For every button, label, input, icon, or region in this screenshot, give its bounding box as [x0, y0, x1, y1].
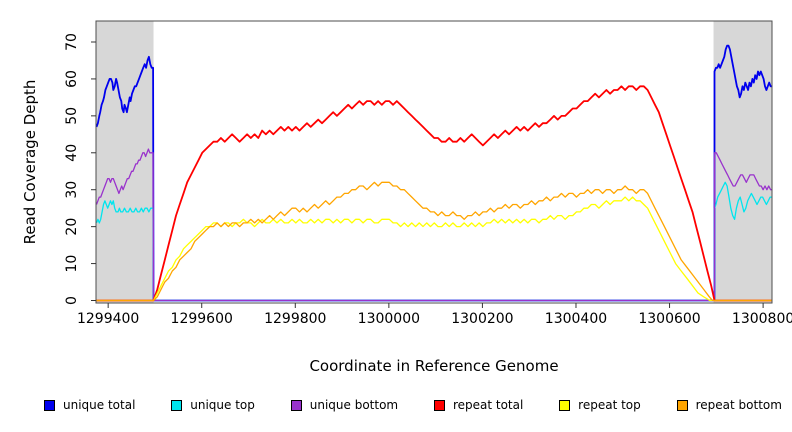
- legend-swatch: [290, 399, 302, 411]
- x-tick-label: 1300200: [451, 311, 513, 327]
- y-tick-label: 40: [64, 144, 80, 162]
- series-line-unique-bottom: [95, 148, 772, 302]
- y-axis-label: Read Coverage Depth: [21, 79, 39, 245]
- y-tick-label: 30: [64, 181, 80, 199]
- plot-box: [95, 20, 773, 304]
- legend-label: repeat bottom: [695, 398, 782, 412]
- legend-label: unique bottom: [309, 398, 399, 412]
- legend-item-repeat-total: repeat total: [433, 398, 524, 412]
- x-axis-label: Coordinate in Reference Genome: [309, 357, 559, 375]
- series-line-unique-total: [95, 44, 772, 302]
- x-tick-label: 1299600: [171, 311, 233, 327]
- x-tick-label: 1300800: [732, 311, 792, 327]
- legend-item-repeat-bottom: repeat bottom: [676, 398, 782, 412]
- legend-item-unique-bottom: unique bottom: [290, 398, 399, 412]
- series-line-repeat-bottom: [96, 181, 772, 302]
- legend-swatch: [433, 399, 445, 411]
- legend-label: repeat top: [578, 398, 641, 412]
- legend-item-unique-top: unique top: [171, 398, 255, 412]
- x-tick-label: 1299800: [264, 311, 326, 327]
- x-tick-label: 1300000: [358, 311, 420, 327]
- legend-swatch: [171, 399, 183, 411]
- legend-label: unique top: [190, 398, 255, 412]
- series-line-unique-top: [95, 181, 772, 302]
- y-tick-label: 50: [64, 107, 80, 125]
- x-tick-label: 1300600: [638, 311, 700, 327]
- shaded-region: [713, 21, 772, 303]
- x-tick-label: 1299400: [77, 311, 139, 327]
- legend-label: unique total: [63, 398, 136, 412]
- legend-swatch: [676, 399, 688, 411]
- legend-swatch: [559, 399, 571, 411]
- y-tick-label: 10: [64, 255, 80, 273]
- series-line-repeat-top: [96, 196, 772, 302]
- y-tick-label: 60: [64, 70, 80, 88]
- legend-item-repeat-top: repeat top: [559, 398, 641, 412]
- legend-item-unique-total: unique total: [44, 398, 135, 412]
- x-tick-label: 1300400: [545, 311, 607, 327]
- series-line-repeat-total: [96, 85, 772, 302]
- legend-swatch: [44, 399, 55, 411]
- y-tick-label: 70: [64, 33, 80, 51]
- legend-label: repeat total: [452, 398, 524, 412]
- y-tick-label: 0: [64, 296, 80, 305]
- plot-area: 1299400 1299600 1299800 1300000 1300200 13004…: [64, 20, 792, 327]
- y-tick-label: 20: [64, 218, 80, 236]
- legend: unique total unique top unique bottom repea…: [44, 398, 782, 412]
